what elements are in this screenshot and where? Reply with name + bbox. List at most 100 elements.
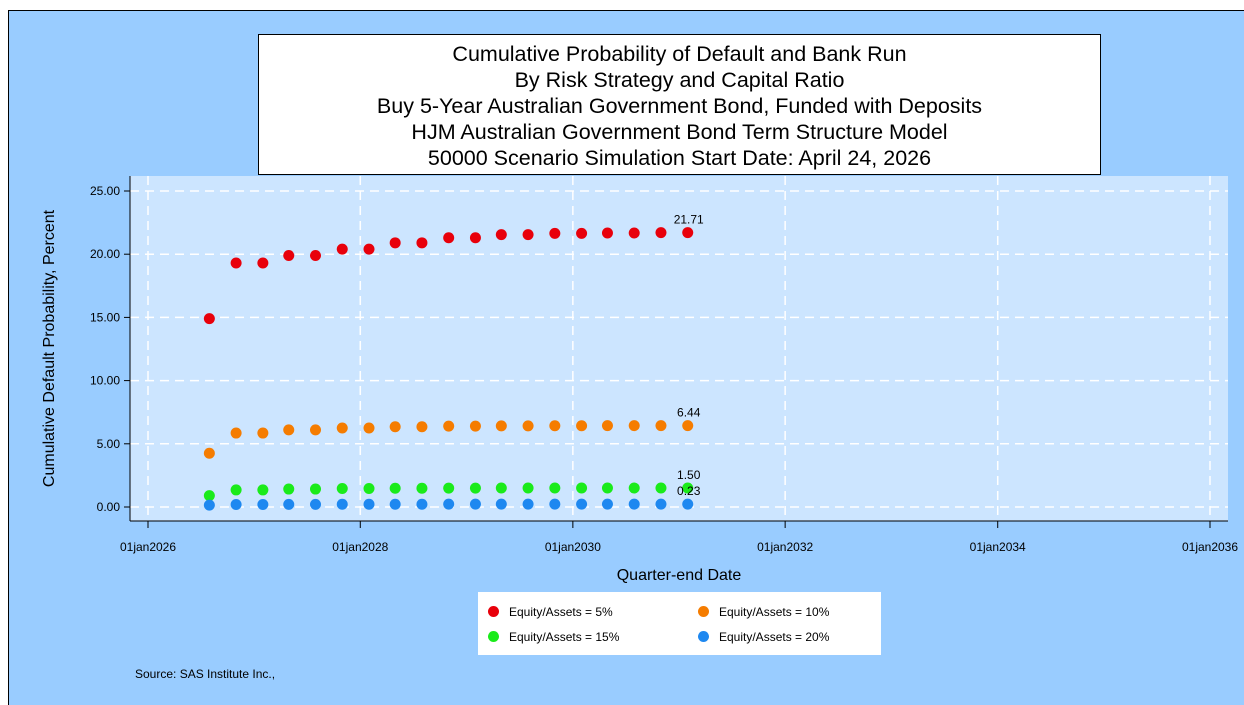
chart-title-box: Cumulative Probability of Default and Ba… (258, 34, 1101, 175)
end-value-label: 6.44 (677, 406, 701, 420)
data-point (336, 483, 348, 495)
data-point (495, 482, 507, 494)
data-point (682, 227, 694, 239)
data-point (336, 243, 348, 255)
data-point (549, 482, 561, 494)
legend-marker-10pct (698, 606, 709, 617)
source-note: Source: SAS Institute Inc., (135, 667, 276, 681)
data-point (628, 498, 640, 510)
data-point (257, 484, 269, 496)
legend-marker-15pct (488, 631, 499, 642)
data-point (416, 237, 428, 249)
data-point (469, 420, 481, 432)
data-point (549, 420, 561, 432)
data-point (655, 482, 667, 494)
y-tick-label: 25.00 (90, 184, 120, 198)
y-tick-label: 5.00 (97, 437, 121, 451)
x-tick-label: 01jan2030 (545, 540, 601, 554)
title-line-2: By Risk Strategy and Capital Ratio (514, 68, 845, 92)
data-point (469, 498, 481, 510)
title-line-4: HJM Australian Government Bond Term Stru… (411, 120, 948, 144)
legend-item-15pct: Equity/Assets = 15% (488, 630, 619, 644)
data-point (655, 420, 667, 432)
y-axis-title: Cumulative Default Probability, Percent (41, 209, 58, 487)
data-point (283, 249, 295, 261)
data-point (389, 237, 401, 249)
data-point (522, 420, 534, 432)
legend-label-5pct: Equity/Assets = 5% (509, 605, 613, 619)
data-point (601, 227, 613, 239)
title-line-5: 50000 Scenario Simulation Start Date: Ap… (427, 146, 932, 170)
x-tick-label: 01jan2034 (970, 540, 1026, 554)
data-point (469, 482, 481, 494)
data-point (549, 498, 561, 510)
data-point (257, 257, 269, 269)
data-point (576, 227, 588, 239)
data-point (576, 482, 588, 494)
data-point (549, 227, 561, 239)
data-point (203, 499, 215, 511)
data-point (310, 483, 322, 495)
data-point (495, 229, 507, 241)
x-tick-label: 01jan2032 (757, 540, 813, 554)
data-point (203, 447, 215, 459)
data-point (601, 482, 613, 494)
data-point (443, 482, 455, 494)
data-point (283, 498, 295, 510)
data-point (203, 490, 215, 502)
data-point (682, 420, 694, 432)
end-value-label: 0.23 (677, 484, 701, 498)
y-tick-label: 10.00 (90, 374, 120, 388)
x-axis-title: Quarter-end Date (617, 567, 742, 584)
data-point (283, 424, 295, 436)
data-point (310, 424, 322, 436)
data-point (363, 243, 375, 255)
x-tick-label: 01jan2036 (1182, 540, 1238, 554)
data-point (443, 232, 455, 244)
legend-marker-20pct (698, 631, 709, 642)
data-point (230, 427, 242, 439)
title-line-1: Cumulative Probability of Default and Ba… (452, 42, 907, 66)
y-tick-label: 15.00 (90, 310, 120, 324)
data-point (257, 498, 269, 510)
data-point (628, 482, 640, 494)
data-point (682, 498, 694, 510)
legend-label-15pct: Equity/Assets = 15% (509, 630, 620, 644)
plot-area (130, 176, 1228, 521)
x-tick-label: 01jan2028 (332, 540, 388, 554)
data-point (389, 482, 401, 494)
data-point (310, 498, 322, 510)
data-point (336, 498, 348, 510)
end-value-label: 1.50 (677, 468, 701, 482)
legend-item-10pct: Equity/Assets = 10% (698, 605, 829, 619)
data-point (310, 249, 322, 261)
legend-marker-5pct (488, 606, 499, 617)
data-point (416, 498, 428, 510)
data-point (655, 227, 667, 239)
data-point (495, 420, 507, 432)
data-point (283, 483, 295, 495)
data-point (203, 313, 215, 325)
data-point (257, 427, 269, 439)
data-point (601, 420, 613, 432)
data-point (522, 482, 534, 494)
data-point (443, 420, 455, 432)
data-point (416, 482, 428, 494)
data-point (601, 498, 613, 510)
data-point (389, 498, 401, 510)
data-point (363, 498, 375, 510)
data-point (522, 229, 534, 241)
data-point (443, 498, 455, 510)
y-tick-label: 20.00 (90, 247, 120, 261)
data-point (655, 498, 667, 510)
data-point (230, 484, 242, 496)
end-value-label: 21.71 (674, 213, 704, 227)
x-tick-label: 01jan2026 (120, 540, 176, 554)
data-point (522, 498, 534, 510)
legend-label-10pct: Equity/Assets = 10% (719, 605, 830, 619)
data-point (576, 420, 588, 432)
data-point (628, 420, 640, 432)
legend-item-20pct: Equity/Assets = 20% (698, 630, 829, 644)
title-line-3: Buy 5-Year Australian Government Bond, F… (376, 94, 983, 118)
data-point (336, 422, 348, 434)
